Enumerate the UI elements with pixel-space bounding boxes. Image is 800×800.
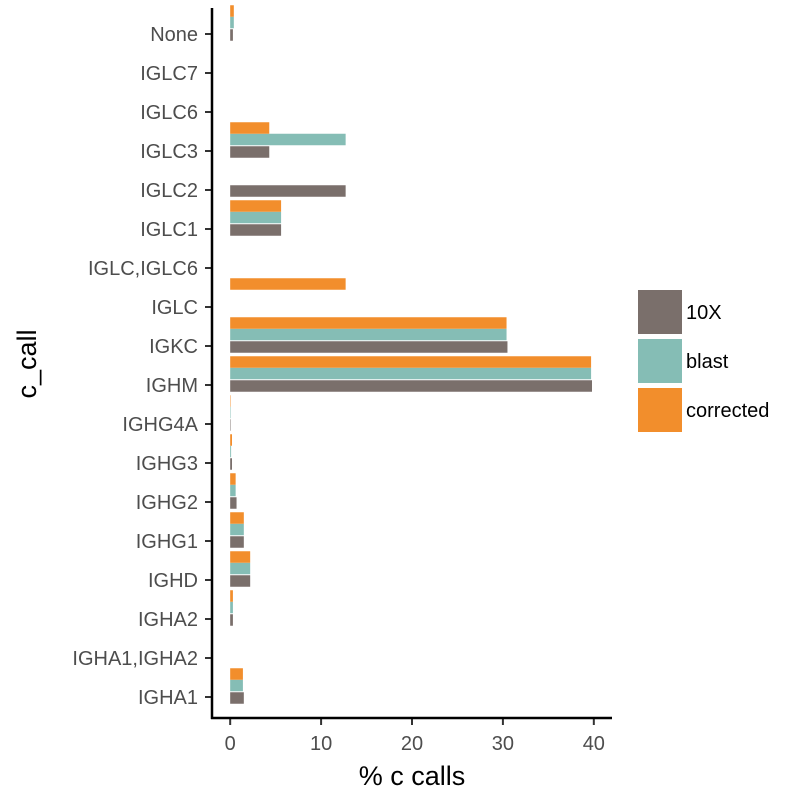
y-tick-label: IGHD	[148, 570, 198, 592]
bar-blast-IGHM	[230, 367, 592, 380]
bar-10X-IGHG3	[230, 458, 232, 470]
bar-10X-IGLC1	[230, 224, 282, 236]
y-tick-label: IGLC6	[140, 102, 198, 124]
y-tick-label: IGLC2	[140, 180, 198, 202]
y-tick-label: IGLC,IGLC6	[88, 258, 198, 280]
bar-blast-IGKC	[230, 328, 507, 341]
y-tick-label: IGKC	[149, 336, 198, 358]
bar-corrected-IGLC1	[230, 200, 282, 212]
bar-corrected-IGHM	[230, 356, 592, 368]
y-tick-label: IGLC1	[140, 219, 198, 241]
y-tick-label: IGLC	[151, 297, 198, 319]
y-axis-ticks: IGHA1 IGHA1,IGHA2 IGHA2 IGHD IGHG1 IGHG2 IGHG3…	[72, 24, 212, 709]
x-tick-label: 0	[225, 733, 236, 755]
bar-corrected-IGHG2	[230, 473, 236, 485]
bar-10X-IGHD	[230, 575, 251, 587]
bar-corrected-IGLC3	[230, 122, 270, 134]
bars-group	[230, 5, 592, 704]
bar-corrected-IGHG3	[230, 434, 232, 446]
y-tick-label: IGHA1	[138, 687, 198, 709]
bar-corrected-IGHA1	[230, 668, 243, 680]
bar-blast-IGHD	[230, 562, 251, 575]
bar-10X-IGLC2	[230, 185, 346, 197]
legend: 10X blast corrected	[638, 290, 769, 432]
bar-10X-IGHM	[230, 380, 592, 392]
bar-corrected-IGHD	[230, 551, 251, 563]
bar-10X-IGHG2	[230, 497, 237, 509]
y-tick-label: IGHG2	[136, 492, 198, 514]
y-axis-title: c_call	[12, 329, 42, 398]
x-tick-label: 10	[310, 733, 332, 755]
legend-label-blast: blast	[686, 351, 729, 373]
bar-corrected-IGKC	[230, 317, 507, 329]
bar-corrected-IGHA2	[230, 590, 233, 602]
bar-10X-IGHA1	[230, 692, 244, 704]
bar-corrected-None	[230, 5, 234, 17]
y-tick-label: IGHA2	[138, 609, 198, 631]
y-tick-label: IGHG1	[136, 531, 198, 553]
legend-swatch-10X	[638, 290, 682, 334]
legend-swatch-corrected	[638, 388, 682, 432]
bar-blast-IGHG1	[230, 523, 244, 536]
bar-blast-IGHA2	[230, 601, 233, 614]
bar-blast-IGLC1	[230, 211, 282, 224]
bar-corrected-IGHG1	[230, 512, 244, 524]
y-tick-label: IGHA1,IGHA2	[72, 648, 198, 670]
y-tick-label: IGHG4A	[122, 414, 198, 436]
bar-blast-None	[230, 16, 234, 29]
bar-10X-None	[230, 29, 233, 41]
bar-blast-IGHG2	[230, 484, 236, 497]
x-tick-label: 30	[492, 733, 514, 755]
bar-corrected-IGLC	[230, 278, 346, 290]
x-tick-label: 20	[401, 733, 423, 755]
x-tick-label: 40	[583, 733, 605, 755]
bar-10X-IGKC	[230, 341, 508, 353]
y-tick-label: IGLC3	[140, 141, 198, 163]
bar-blast-IGHG3	[230, 445, 232, 458]
legend-swatch-blast	[638, 339, 682, 383]
y-tick-label: IGHM	[146, 375, 198, 397]
y-tick-label: IGLC7	[140, 63, 198, 85]
legend-label-10X: 10X	[686, 302, 722, 324]
y-tick-label: IGHG3	[136, 453, 198, 475]
bar-blast-IGHA1	[230, 679, 243, 692]
y-tick-label: None	[150, 24, 198, 46]
x-axis-ticks: 0 10 20 30 40	[225, 718, 605, 755]
bar-10X-IGHA2	[230, 614, 233, 626]
legend-label-corrected: corrected	[686, 400, 769, 422]
x-axis-title: % c calls	[359, 761, 466, 791]
bar-10X-IGLC3	[230, 146, 270, 158]
bar-blast-IGLC3	[230, 133, 346, 146]
bar-10X-IGHG1	[230, 536, 244, 548]
